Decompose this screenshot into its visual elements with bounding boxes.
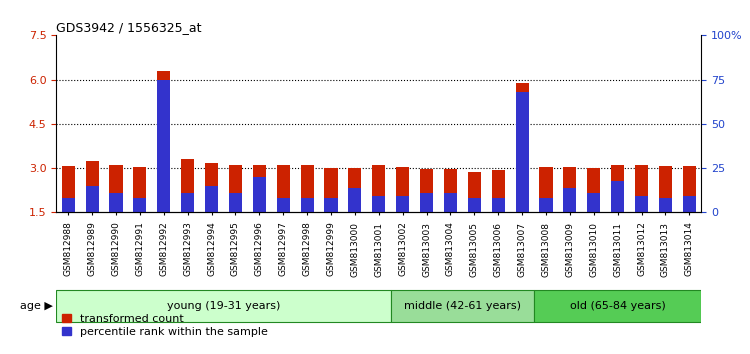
Text: GDS3942 / 1556325_at: GDS3942 / 1556325_at (56, 21, 202, 34)
Bar (372, 196, 386, 212)
Bar (534, 290, 701, 322)
Text: GSM812992: GSM812992 (159, 222, 168, 276)
Bar (277, 165, 290, 212)
Text: GSM813001: GSM813001 (374, 222, 383, 276)
Text: GSM813002: GSM813002 (398, 222, 407, 276)
Bar (396, 196, 410, 212)
Bar (635, 196, 648, 212)
Text: GSM813008: GSM813008 (542, 222, 550, 276)
Text: GSM813009: GSM813009 (566, 222, 574, 276)
Bar (420, 193, 433, 212)
Bar (134, 198, 146, 212)
Bar (444, 169, 457, 212)
Bar (611, 165, 624, 212)
Bar (277, 198, 290, 212)
Text: GSM813014: GSM813014 (685, 222, 694, 276)
Bar (515, 92, 529, 212)
Bar (86, 161, 99, 212)
Bar (86, 186, 99, 212)
Text: GSM812998: GSM812998 (302, 222, 311, 276)
Bar (539, 198, 553, 212)
Text: GSM813000: GSM813000 (350, 222, 359, 276)
Bar (158, 80, 170, 212)
Text: GSM813005: GSM813005 (470, 222, 478, 276)
Bar (348, 168, 361, 212)
Bar (587, 168, 600, 212)
Bar (682, 166, 696, 212)
Text: GSM813011: GSM813011 (614, 222, 622, 276)
Bar (468, 198, 481, 212)
Bar (205, 163, 218, 212)
Text: GSM812988: GSM812988 (64, 222, 73, 276)
Text: young (19-31 years): young (19-31 years) (166, 301, 280, 311)
Text: GSM812996: GSM812996 (255, 222, 264, 276)
Bar (492, 198, 505, 212)
Bar (611, 181, 624, 212)
Text: GSM812990: GSM812990 (112, 222, 121, 276)
Bar (539, 167, 553, 212)
Bar (348, 188, 361, 212)
Bar (181, 193, 194, 212)
Bar (563, 167, 577, 212)
Bar (62, 166, 75, 212)
Legend: transformed count, percentile rank within the sample: transformed count, percentile rank withi… (62, 314, 268, 337)
Bar (56, 290, 391, 322)
Bar (396, 167, 410, 212)
Bar (229, 165, 242, 212)
Text: middle (42-61 years): middle (42-61 years) (404, 301, 520, 311)
Bar (515, 82, 529, 212)
Bar (301, 165, 313, 212)
Bar (444, 193, 457, 212)
Bar (253, 177, 266, 212)
Bar (205, 186, 218, 212)
Text: GSM812997: GSM812997 (279, 222, 288, 276)
Bar (110, 165, 122, 212)
Bar (420, 169, 433, 212)
Bar (181, 159, 194, 212)
Bar (62, 198, 75, 212)
Text: GSM812993: GSM812993 (183, 222, 192, 276)
Bar (587, 193, 600, 212)
Bar (372, 165, 386, 212)
Bar (134, 167, 146, 212)
Bar (325, 167, 338, 212)
Text: GSM813004: GSM813004 (446, 222, 455, 276)
Text: GSM812989: GSM812989 (88, 222, 97, 276)
Bar (563, 188, 577, 212)
Bar (158, 71, 170, 212)
Bar (391, 290, 534, 322)
Bar (110, 193, 122, 212)
Bar (229, 193, 242, 212)
Bar (492, 170, 505, 212)
Bar (468, 172, 481, 212)
Text: GSM813012: GSM813012 (637, 222, 646, 276)
Bar (658, 166, 672, 212)
Text: old (65-84 years): old (65-84 years) (570, 301, 665, 311)
Bar (253, 165, 266, 212)
Text: GSM813003: GSM813003 (422, 222, 431, 276)
Bar (325, 198, 338, 212)
Bar (682, 196, 696, 212)
Bar (658, 198, 672, 212)
Text: age ▶: age ▶ (20, 301, 53, 311)
Text: GSM813010: GSM813010 (590, 222, 598, 276)
Bar (635, 165, 648, 212)
Text: GSM813013: GSM813013 (661, 222, 670, 276)
Text: GSM813006: GSM813006 (494, 222, 502, 276)
Text: GSM812999: GSM812999 (326, 222, 335, 276)
Text: GSM812991: GSM812991 (135, 222, 144, 276)
Bar (301, 198, 313, 212)
Text: GSM812994: GSM812994 (207, 222, 216, 276)
Text: GSM813007: GSM813007 (518, 222, 526, 276)
Text: GSM812995: GSM812995 (231, 222, 240, 276)
